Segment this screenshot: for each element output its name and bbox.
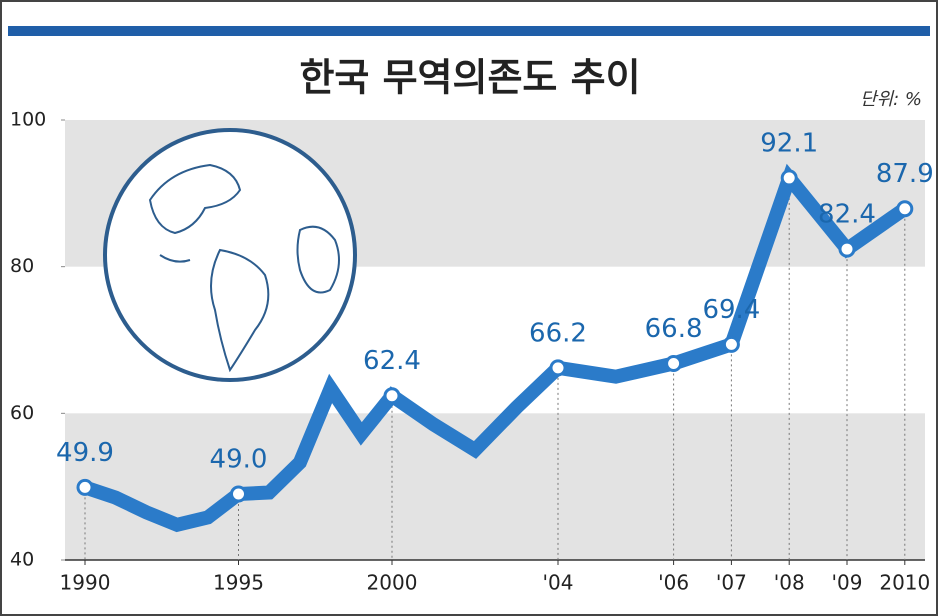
x-tick-label: '06: [658, 571, 689, 595]
point: [383, 387, 401, 405]
data-label: 66.8: [645, 314, 703, 344]
x-tick-label: 2000: [367, 571, 418, 595]
x-tick-label: '09: [832, 571, 863, 595]
data-label: 66.2: [529, 318, 587, 348]
point: [722, 335, 740, 353]
point: [896, 200, 914, 218]
x-tick-label: '04: [543, 571, 574, 595]
data-label: 87.9: [876, 159, 934, 189]
data-label: 82.4: [818, 200, 876, 230]
y-tick-label: 40: [10, 549, 34, 571]
data-label: 49.9: [56, 438, 114, 468]
point: [665, 354, 683, 372]
point: [230, 485, 247, 503]
y-tick-label: 80: [10, 255, 34, 277]
top-bar: [8, 26, 930, 36]
unit-label: 단위: %: [860, 89, 922, 110]
point: [838, 240, 856, 258]
data-label: 62.4: [363, 346, 421, 376]
x-tick-label: '07: [716, 571, 747, 595]
data-label: 69.4: [702, 295, 760, 325]
point: [549, 359, 567, 377]
x-tick-label: 2010: [879, 571, 930, 595]
point: [780, 169, 798, 187]
y-tick-label: 100: [10, 109, 46, 131]
point: [76, 478, 94, 496]
data-label: 92.1: [760, 128, 818, 158]
x-tick-label: 1990: [60, 571, 111, 595]
y-tick-label: 60: [10, 402, 34, 424]
x-tick-label: 1995: [213, 571, 264, 595]
chart-title: 한국 무역의존도 추이: [299, 56, 640, 100]
x-tick-label: '08: [774, 571, 805, 595]
globe: [103, 128, 357, 382]
data-label: 49.0: [210, 445, 268, 475]
